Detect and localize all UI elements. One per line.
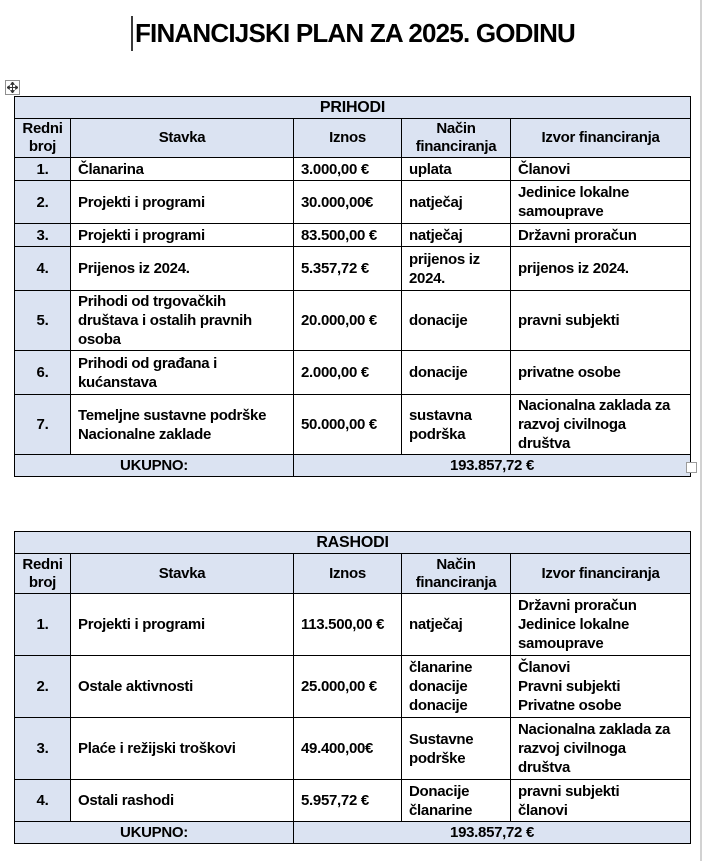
- cell-nacin[interactable]: donacije: [401, 290, 511, 351]
- prihodi-caption[interactable]: PRIHODI: [13, 96, 692, 119]
- cell-stavka[interactable]: Prijenos iz 2024.: [70, 246, 294, 291]
- cell-redni-broj[interactable]: 1.: [14, 157, 71, 181]
- total-label[interactable]: UKUPNO:: [14, 821, 294, 844]
- table-row: 1. Članarina 3.000,00 € uplata Članovi: [14, 157, 692, 181]
- cell-izvor[interactable]: Državni proračun: [509, 223, 692, 247]
- cell-izvor[interactable]: pravni subjekti članovi: [509, 779, 692, 822]
- cell-izvor[interactable]: Državni proračun Jedinice lokalne samoup…: [509, 593, 692, 656]
- cell-iznos[interactable]: 30.000,00€: [293, 180, 402, 224]
- table-row: 4. Ostali rashodi 5.957,72 € Donacije čl…: [14, 779, 692, 822]
- cell-redni-broj[interactable]: 3.: [14, 717, 71, 780]
- cell-izvor[interactable]: pravni subjekti: [509, 290, 692, 351]
- cell-redni-broj[interactable]: 3.: [14, 223, 71, 247]
- cell-nacin[interactable]: uplata: [401, 157, 511, 181]
- cell-iznos[interactable]: 49.400,00€: [293, 717, 402, 780]
- table-row: 3. Projekti i programi 83.500,00 € natje…: [14, 223, 692, 247]
- cell-redni-broj[interactable]: 2.: [14, 180, 71, 224]
- cell-stavka[interactable]: Projekti i programi: [70, 180, 294, 224]
- total-row: UKUPNO: 193.857,72 €: [14, 821, 692, 844]
- table-row: 6. Prihodi od građana i kućanstava 2.000…: [14, 350, 692, 395]
- cell-iznos[interactable]: 5.357,72 €: [293, 246, 402, 291]
- cell-nacin[interactable]: Sustavne podrške: [401, 717, 511, 780]
- prihodi-table: PRIHODI Redni broj Stavka Iznos Način fi…: [13, 96, 692, 477]
- cell-stavka[interactable]: Prihodi od građana i kućanstava: [70, 350, 294, 395]
- page-boundary-line: [700, 0, 702, 861]
- cell-redni-broj[interactable]: 2.: [14, 655, 71, 718]
- cell-redni-broj[interactable]: 6.: [14, 350, 71, 395]
- cell-nacin[interactable]: članarine donacije donacije: [401, 655, 511, 718]
- table-row: 3. Plaće i režijski troškovi 49.400,00€ …: [14, 717, 692, 780]
- cell-nacin[interactable]: prijenos iz 2024.: [401, 246, 511, 291]
- cell-iznos[interactable]: 5.957,72 €: [293, 779, 402, 822]
- cell-stavka[interactable]: Članarina: [70, 157, 294, 181]
- cell-iznos[interactable]: 20.000,00 €: [293, 290, 402, 351]
- cell-izvor[interactable]: privatne osobe: [509, 350, 692, 395]
- cell-redni-broj[interactable]: 5.: [14, 290, 71, 351]
- four-direction-arrows-icon: [7, 82, 18, 93]
- cell-stavka[interactable]: Ostale aktivnosti: [70, 655, 294, 718]
- header-iznos[interactable]: Iznos: [293, 118, 402, 158]
- table-move-handle-icon[interactable]: [5, 80, 20, 95]
- table-row: 5. Prihodi od trgovačkih društava i osta…: [14, 290, 692, 351]
- header-nacin-financiranja[interactable]: Način financiranja: [401, 118, 511, 158]
- cell-iznos[interactable]: 113.500,00 €: [293, 593, 402, 656]
- rashodi-caption[interactable]: RASHODI: [13, 531, 692, 554]
- cell-stavka[interactable]: Projekti i programi: [70, 593, 294, 656]
- table-row: 4. Prijenos iz 2024. 5.357,72 € prijenos…: [14, 246, 692, 291]
- cell-nacin[interactable]: natječaj: [401, 180, 511, 224]
- page-title[interactable]: FINANCIJSKI PLAN ZA 2025. GODINU: [134, 17, 576, 48]
- header-stavka[interactable]: Stavka: [70, 118, 294, 158]
- cell-stavka[interactable]: Temeljne sustavne podrške Nacionalne zak…: [70, 394, 294, 455]
- document-title-line: FINANCIJSKI PLAN ZA 2025. GODINU: [0, 13, 706, 53]
- cell-iznos[interactable]: 83.500,00 €: [293, 223, 402, 247]
- total-value[interactable]: 193.857,72 €: [292, 454, 692, 477]
- cell-redni-broj[interactable]: 4.: [14, 246, 71, 291]
- table-resize-handle[interactable]: [686, 462, 697, 473]
- cell-iznos[interactable]: 50.000,00 €: [293, 394, 402, 455]
- cell-nacin[interactable]: natječaj: [401, 593, 511, 656]
- cell-izvor[interactable]: Jedinice lokalne samouprave: [509, 180, 692, 224]
- cell-nacin[interactable]: Donacije članarine: [401, 779, 511, 822]
- header-redni-broj[interactable]: Redni broj: [14, 118, 71, 158]
- header-stavka[interactable]: Stavka: [70, 553, 294, 594]
- cell-nacin[interactable]: natječaj: [401, 223, 511, 247]
- table-caption-row: PRIHODI: [13, 96, 692, 119]
- total-row: UKUPNO: 193.857,72 €: [14, 454, 692, 477]
- cell-nacin[interactable]: donacije: [401, 350, 511, 395]
- header-izvor-financiranja[interactable]: Izvor financiranja: [509, 553, 692, 594]
- cell-izvor[interactable]: Članovi Pravni subjekti Privatne osobe: [509, 655, 692, 718]
- total-value[interactable]: 193.857,72 €: [292, 821, 692, 844]
- cell-iznos[interactable]: 2.000,00 €: [293, 350, 402, 395]
- cell-iznos[interactable]: 25.000,00 €: [293, 655, 402, 718]
- table-header-row: Redni broj Stavka Iznos Način financiran…: [14, 553, 692, 594]
- rashodi-table: RASHODI Redni broj Stavka Iznos Način fi…: [13, 531, 692, 844]
- cell-stavka[interactable]: Projekti i programi: [70, 223, 294, 247]
- cell-stavka[interactable]: Plaće i režijski troškovi: [70, 717, 294, 780]
- header-redni-broj[interactable]: Redni broj: [14, 553, 71, 594]
- table-row: 2. Ostale aktivnosti 25.000,00 € članari…: [14, 655, 692, 718]
- cell-redni-broj[interactable]: 4.: [14, 779, 71, 822]
- header-nacin-financiranja[interactable]: Način financiranja: [401, 553, 511, 594]
- header-izvor-financiranja[interactable]: Izvor financiranja: [509, 118, 692, 158]
- table-row: 1. Projekti i programi 113.500,00 € natj…: [14, 593, 692, 656]
- table-row: 2. Projekti i programi 30.000,00€ natječ…: [14, 180, 692, 224]
- cell-iznos[interactable]: 3.000,00 €: [293, 157, 402, 181]
- table-row: 7. Temeljne sustavne podrške Nacionalne …: [14, 394, 692, 455]
- header-iznos[interactable]: Iznos: [293, 553, 402, 594]
- cell-stavka[interactable]: Ostali rashodi: [70, 779, 294, 822]
- cell-izvor[interactable]: Članovi: [509, 157, 692, 181]
- total-label[interactable]: UKUPNO:: [14, 454, 294, 477]
- table-caption-row: RASHODI: [13, 531, 692, 554]
- cell-redni-broj[interactable]: 7.: [14, 394, 71, 455]
- cell-stavka[interactable]: Prihodi od trgovačkih društava i ostalih…: [70, 290, 294, 351]
- cell-nacin[interactable]: sustavna podrška: [401, 394, 511, 455]
- cell-izvor[interactable]: Nacionalna zaklada za razvoj civilnoga d…: [509, 717, 692, 780]
- cell-izvor[interactable]: prijenos iz 2024.: [509, 246, 692, 291]
- cell-izvor[interactable]: Nacionalna zaklada za razvoj civilnoga d…: [509, 394, 692, 455]
- cell-redni-broj[interactable]: 1.: [14, 593, 71, 656]
- table-header-row: Redni broj Stavka Iznos Način financiran…: [14, 118, 692, 158]
- text-cursor: [130, 15, 133, 51]
